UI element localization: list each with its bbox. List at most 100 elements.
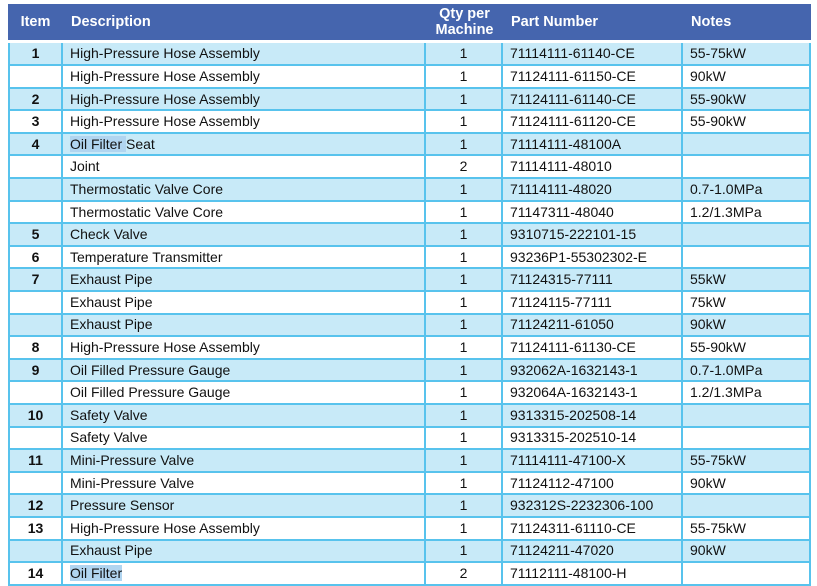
- description-text: Oil Filled Pressure Gauge: [70, 361, 231, 378]
- item-cell: 8: [8, 337, 63, 360]
- table-row: 11 Mini-Pressure Valve 1 71114111-47100-X 55…: [8, 450, 811, 473]
- notes-cell: 90kW: [683, 472, 811, 496]
- notes-cell: [683, 224, 811, 247]
- table-row: 3 High-Pressure Hose Assembly 1 71124111-61…: [8, 111, 811, 134]
- description-cell: Thermostatic Valve Core: [63, 179, 426, 202]
- description-cell: Temperature Transmitter: [63, 246, 426, 270]
- item-cell: [8, 292, 63, 315]
- part-number-cell: 9313315-202508-14: [503, 404, 683, 428]
- notes-cell: [683, 156, 811, 180]
- part-number-cell: 71114111-48100A: [503, 133, 683, 157]
- description-cell: Oil Filter Seat: [63, 133, 426, 157]
- header-notes: Notes: [683, 4, 811, 44]
- qty-cell: 1: [426, 224, 503, 247]
- part-number-cell: 71124115-77111: [503, 292, 683, 315]
- part-number-cell: 71114111-61140-CE: [503, 43, 683, 67]
- qty-cell: 1: [426, 201, 503, 225]
- table-row: 13 High-Pressure Hose Assembly 1 71124311-6…: [8, 517, 811, 541]
- qty-cell: 1: [426, 246, 503, 270]
- notes-cell: 55-75kW: [683, 43, 811, 67]
- qty-cell: 1: [426, 88, 503, 112]
- item-cell: 7: [8, 269, 63, 292]
- qty-cell: 1: [426, 450, 503, 473]
- part-number-cell: 932064A-1632143-1: [503, 382, 683, 405]
- description-text: Oil Filled Pressure Gauge: [70, 384, 231, 401]
- qty-cell: 1: [426, 517, 503, 541]
- description-text: Check Valve: [70, 226, 148, 243]
- qty-cell: 1: [426, 292, 503, 315]
- item-cell: 11: [8, 450, 63, 473]
- notes-cell: 55-90kW: [683, 337, 811, 360]
- part-number-cell: 71147311-48040: [503, 201, 683, 225]
- item-cell: 6: [8, 246, 63, 270]
- notes-cell: 75kW: [683, 292, 811, 315]
- table-row: 5 Check Valve 1 9310715-222101-15: [8, 224, 811, 247]
- description-cell: Exhaust Pipe: [63, 292, 426, 315]
- part-number-cell: 71114111-47100-X: [503, 450, 683, 473]
- description-cell: Oil Filled Pressure Gauge: [63, 382, 426, 405]
- description-cell: Joint: [63, 156, 426, 180]
- table-row: 9 Oil Filled Pressure Gauge 1 932062A-16321…: [8, 359, 811, 383]
- description-cell: Check Valve: [63, 224, 426, 247]
- table-row: Thermostatic Valve Core 1 71147311-48040 1.…: [8, 201, 811, 225]
- header-item: Item: [8, 4, 63, 44]
- part-number-cell: 93236P1-55302302-E: [503, 246, 683, 270]
- notes-cell: 55-90kW: [683, 88, 811, 112]
- table-row: Exhaust Pipe 1 71124211-61050 90kW: [8, 314, 811, 338]
- table-row: 10 Safety Valve 1 9313315-202508-14: [8, 404, 811, 428]
- notes-cell: 1.2/1.3MPa: [683, 382, 811, 405]
- qty-cell: 1: [426, 314, 503, 338]
- description-cell: High-Pressure Hose Assembly: [63, 111, 426, 134]
- description-cell: Safety Valve: [63, 427, 426, 451]
- item-cell: 12: [8, 495, 63, 518]
- notes-cell: [683, 427, 811, 451]
- part-number-cell: 71124112-47100: [503, 472, 683, 496]
- parts-table-body: 1 High-Pressure Hose Assembly 1 71114111-61…: [8, 43, 811, 586]
- description-cell: Exhaust Pipe: [63, 314, 426, 338]
- item-cell: 1: [8, 43, 63, 67]
- table-row: 14 Oil Filter 2 71112111-48100-H: [8, 563, 811, 586]
- part-number-cell: 71114111-48010: [503, 156, 683, 180]
- description-cell: Mini-Pressure Valve: [63, 450, 426, 473]
- notes-cell: 55kW: [683, 269, 811, 292]
- qty-cell: 2: [426, 156, 503, 180]
- description-cell: Oil Filter: [63, 563, 426, 586]
- table-row: Oil Filled Pressure Gauge 1 932064A-163214…: [8, 382, 811, 405]
- description-text: Thermostatic Valve Core: [70, 203, 224, 220]
- description-text: Exhaust Pipe: [70, 316, 153, 333]
- item-cell: [8, 66, 63, 89]
- part-number-cell: 71124211-47020: [503, 540, 683, 564]
- qty-cell: 1: [426, 337, 503, 360]
- notes-cell: 0.7-1.0MPa: [683, 359, 811, 383]
- description-cell: Safety Valve: [63, 404, 426, 428]
- description-cell: Mini-Pressure Valve: [63, 472, 426, 496]
- description-text: Safety Valve: [70, 406, 148, 423]
- description-text: High-Pressure Hose Assembly: [70, 113, 260, 130]
- description-text: Exhaust Pipe: [70, 271, 153, 288]
- qty-cell: 1: [426, 404, 503, 428]
- part-number-cell: 71124111-61130-CE: [503, 337, 683, 360]
- table-row: Exhaust Pipe 1 71124115-77111 75kW: [8, 292, 811, 315]
- notes-cell: 90kW: [683, 314, 811, 338]
- notes-cell: 55-75kW: [683, 450, 811, 473]
- description-cell: Pressure Sensor: [63, 495, 426, 518]
- qty-cell: 1: [426, 495, 503, 518]
- qty-cell: 1: [426, 43, 503, 67]
- search-highlight: Oil Filter: [70, 135, 126, 152]
- description-cell: High-Pressure Hose Assembly: [63, 337, 426, 360]
- table-row: 4 Oil Filter Seat 1 71114111-48100A: [8, 133, 811, 157]
- description-text: High-Pressure Hose Assembly: [70, 67, 260, 84]
- item-cell: 13: [8, 517, 63, 541]
- qty-cell: 1: [426, 133, 503, 157]
- description-cell: Exhaust Pipe: [63, 540, 426, 564]
- item-cell: [8, 382, 63, 405]
- qty-cell: 1: [426, 382, 503, 405]
- part-number-cell: 9310715-222101-15: [503, 224, 683, 247]
- description-cell: High-Pressure Hose Assembly: [63, 517, 426, 541]
- notes-cell: 90kW: [683, 540, 811, 564]
- table-row: Joint 2 71114111-48010: [8, 156, 811, 180]
- description-text: Joint: [70, 158, 100, 175]
- qty-cell: 1: [426, 472, 503, 496]
- item-cell: 10: [8, 404, 63, 428]
- description-text: Safety Valve: [70, 429, 148, 446]
